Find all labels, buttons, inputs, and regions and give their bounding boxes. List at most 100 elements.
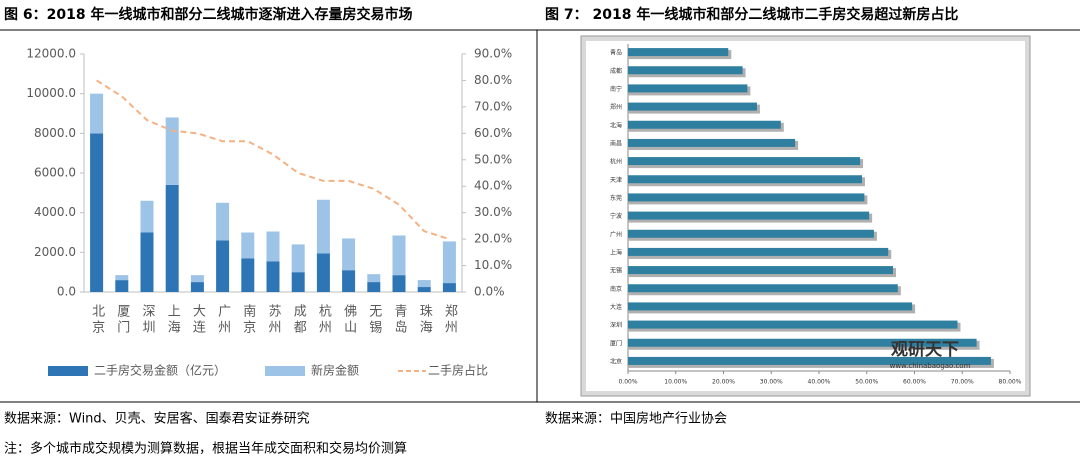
bar bbox=[628, 66, 743, 75]
y-tick-label: 青岛 bbox=[610, 49, 622, 57]
y2-tick-label: 80.0% bbox=[474, 73, 512, 87]
y-tick-label: 8000.0 bbox=[34, 126, 76, 140]
y-tick-label: 广州 bbox=[610, 230, 622, 238]
source: 数据来源：Wind、贝壳、安居客、国泰君安证券研究 bbox=[4, 411, 310, 427]
bar bbox=[90, 93, 104, 134]
y-tick-label: 东莞 bbox=[610, 194, 622, 202]
legend-label: 二手房交易金额（亿元） bbox=[94, 363, 226, 378]
bar bbox=[342, 238, 356, 271]
bar bbox=[442, 283, 456, 292]
bar bbox=[442, 241, 456, 284]
bar bbox=[266, 261, 280, 292]
x-tick-label: 40.00% bbox=[808, 379, 831, 386]
y-tick-label: 郑州 bbox=[610, 103, 622, 111]
bar bbox=[316, 253, 330, 292]
bar bbox=[628, 120, 781, 129]
bar bbox=[241, 258, 255, 292]
note: 注：多个城市成交规模为测算数据，根据当年成交面积和交易均价测算 bbox=[4, 441, 407, 457]
bar bbox=[190, 275, 204, 283]
bar bbox=[628, 157, 861, 166]
bar bbox=[628, 266, 894, 275]
legend-label: 二手房占比 bbox=[428, 363, 488, 378]
bar bbox=[628, 247, 889, 256]
bar bbox=[367, 282, 381, 292]
bar bbox=[392, 235, 406, 276]
bar bbox=[628, 302, 913, 311]
bar bbox=[628, 338, 977, 347]
y2-tick-label: 0.0% bbox=[474, 285, 505, 299]
y-tick-label: 宁波 bbox=[610, 212, 622, 220]
bar bbox=[628, 48, 729, 57]
figure-title: 图 6：2018 年一线城市和部分二线城市逐渐进入存量房交易市场 bbox=[4, 6, 412, 23]
bar bbox=[628, 356, 991, 365]
legend-label: 新房金额 bbox=[311, 363, 359, 378]
y-tick-label: 6000.0 bbox=[34, 166, 76, 180]
y-tick-label: 天津 bbox=[610, 177, 622, 184]
bar bbox=[216, 202, 230, 241]
y-tick-label: 南宁 bbox=[610, 85, 622, 93]
x-tick-label: 佛山 bbox=[341, 304, 357, 336]
bar bbox=[266, 231, 280, 262]
y-tick-label: 大连 bbox=[610, 303, 622, 311]
x-tick-label: 70.00% bbox=[951, 379, 974, 386]
y-tick-label: 成都 bbox=[610, 67, 622, 75]
y-tick-label: 北京 bbox=[610, 357, 622, 365]
bar bbox=[241, 232, 255, 259]
x-tick-label: 无锡 bbox=[366, 304, 382, 336]
x-tick-label: 0.00% bbox=[618, 379, 637, 386]
x-tick-label: 上海 bbox=[165, 304, 181, 336]
bar bbox=[628, 320, 958, 329]
y-tick-label: 0.0 bbox=[57, 285, 76, 299]
bar bbox=[628, 138, 796, 147]
bar bbox=[140, 200, 154, 233]
figure-title: 图 7： 2018 年一线城市和部分二线城市二手房交易超过新房占比 bbox=[545, 6, 958, 23]
bar bbox=[628, 175, 862, 184]
x-tick-label: 苏州 bbox=[266, 303, 282, 336]
x-tick-label: 80.00% bbox=[999, 379, 1022, 386]
y-tick-label: 南昌 bbox=[610, 139, 622, 147]
legend-swatch bbox=[48, 366, 88, 376]
bar bbox=[628, 211, 870, 220]
legend-swatch bbox=[265, 366, 305, 376]
bar bbox=[367, 274, 381, 283]
bar bbox=[165, 184, 179, 292]
x-tick-label: 厦门 bbox=[114, 304, 130, 336]
x-tick-label: 50.00% bbox=[855, 379, 878, 386]
x-tick-label: 珠海 bbox=[417, 304, 433, 336]
bar bbox=[417, 280, 431, 288]
y-tick-label: 北海 bbox=[610, 121, 622, 129]
source: 数据来源：中国房地产行业协会 bbox=[545, 411, 727, 427]
bar bbox=[628, 193, 865, 202]
y2-tick-label: 60.0% bbox=[474, 126, 512, 140]
x-tick-label: 大连 bbox=[190, 304, 206, 336]
bar bbox=[140, 232, 154, 292]
y-tick-label: 上海 bbox=[610, 248, 622, 256]
x-tick-label: 10.00% bbox=[664, 379, 687, 386]
y2-tick-label: 70.0% bbox=[474, 99, 512, 113]
y2-tick-label: 90.0% bbox=[474, 47, 512, 61]
bar bbox=[291, 244, 305, 273]
y-tick-label: 南京 bbox=[610, 285, 622, 293]
bar bbox=[165, 117, 179, 185]
x-tick-label: 20.00% bbox=[712, 379, 735, 386]
bar bbox=[115, 280, 129, 292]
x-tick-label: 青岛 bbox=[392, 304, 408, 336]
y-tick-label: 深圳 bbox=[610, 321, 622, 329]
bar bbox=[628, 102, 757, 111]
y2-tick-label: 40.0% bbox=[474, 179, 512, 193]
bar bbox=[316, 199, 330, 254]
y2-tick-label: 30.0% bbox=[474, 205, 512, 219]
bar bbox=[90, 133, 104, 292]
x-tick-label: 60.00% bbox=[903, 379, 926, 386]
x-tick-label: 郑州 bbox=[442, 304, 458, 336]
x-tick-label: 深圳 bbox=[140, 304, 156, 336]
y-tick-label: 厦门 bbox=[610, 339, 622, 347]
x-tick-label: 成都 bbox=[291, 304, 307, 336]
y-tick-label: 10000.0 bbox=[26, 86, 76, 100]
watermark: 观研天下 bbox=[890, 340, 959, 360]
watermark-url: www.chinabaogao.com bbox=[890, 362, 971, 370]
y2-tick-label: 20.0% bbox=[474, 232, 512, 246]
line bbox=[96, 79, 450, 241]
bar bbox=[628, 284, 898, 293]
